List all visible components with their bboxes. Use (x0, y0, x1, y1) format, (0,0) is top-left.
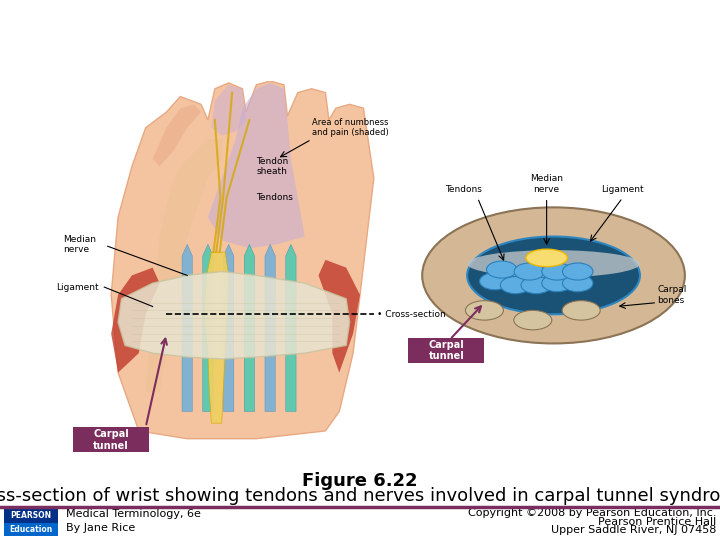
Text: Ligament: Ligament (601, 185, 644, 194)
Ellipse shape (467, 237, 640, 314)
Polygon shape (153, 104, 201, 166)
Circle shape (562, 275, 593, 292)
Ellipse shape (422, 207, 685, 343)
Polygon shape (244, 244, 255, 411)
Text: Figure 6.22: Figure 6.22 (302, 472, 418, 490)
Text: Ligament: Ligament (56, 282, 99, 292)
Ellipse shape (514, 310, 552, 330)
Circle shape (541, 275, 572, 292)
Text: Tendon
sheath: Tendon sheath (256, 157, 289, 176)
Text: Tendons: Tendons (256, 193, 293, 202)
Ellipse shape (562, 301, 600, 320)
FancyBboxPatch shape (73, 427, 149, 453)
Polygon shape (145, 139, 222, 392)
Text: Median
nerve: Median nerve (530, 174, 563, 194)
Text: Pearson Prentice Hall: Pearson Prentice Hall (598, 517, 716, 526)
Text: Education: Education (9, 525, 53, 534)
Text: Copyright ©2008 by Pearson Education, Inc.: Copyright ©2008 by Pearson Education, In… (468, 508, 716, 518)
Polygon shape (208, 83, 305, 248)
Ellipse shape (526, 249, 567, 267)
Circle shape (500, 276, 531, 294)
Text: Carpal
tunnel: Carpal tunnel (94, 429, 129, 451)
Circle shape (562, 263, 593, 280)
Bar (0, 507, 720, 540)
Polygon shape (203, 244, 213, 411)
Text: Medical Terminology, 6e: Medical Terminology, 6e (66, 509, 201, 519)
FancyBboxPatch shape (4, 509, 58, 523)
Text: PEARSON: PEARSON (10, 511, 51, 521)
Polygon shape (265, 244, 275, 411)
Text: Upper Saddle River, NJ 07458: Upper Saddle River, NJ 07458 (551, 525, 716, 535)
Text: Cross-section of wrist showing tendons and nerves involved in carpal tunnel synd: Cross-section of wrist showing tendons a… (0, 487, 720, 505)
Polygon shape (182, 244, 192, 411)
Circle shape (487, 261, 517, 278)
Circle shape (541, 263, 572, 280)
Text: Median
nerve: Median nerve (63, 234, 96, 254)
Polygon shape (118, 272, 350, 359)
FancyBboxPatch shape (408, 338, 485, 363)
Polygon shape (223, 244, 234, 411)
Polygon shape (318, 260, 360, 373)
Text: Area of numbness
and pain (shaded): Area of numbness and pain (shaded) (312, 118, 388, 137)
Circle shape (521, 276, 552, 294)
Polygon shape (111, 268, 160, 373)
Circle shape (514, 263, 544, 280)
FancyBboxPatch shape (4, 523, 58, 536)
Circle shape (480, 273, 510, 290)
Text: By Jane Rice: By Jane Rice (66, 523, 135, 533)
Text: Carpal
bones: Carpal bones (657, 285, 687, 305)
Polygon shape (286, 244, 296, 411)
Bar (0, 81, 720, 470)
Text: Tendons: Tendons (445, 185, 482, 194)
Ellipse shape (465, 301, 503, 320)
Polygon shape (212, 85, 246, 136)
Polygon shape (204, 252, 229, 423)
Polygon shape (111, 81, 374, 438)
Text: • Cross-section: • Cross-section (377, 310, 446, 319)
Text: Carpal
tunnel: Carpal tunnel (428, 340, 464, 361)
Ellipse shape (467, 250, 640, 278)
